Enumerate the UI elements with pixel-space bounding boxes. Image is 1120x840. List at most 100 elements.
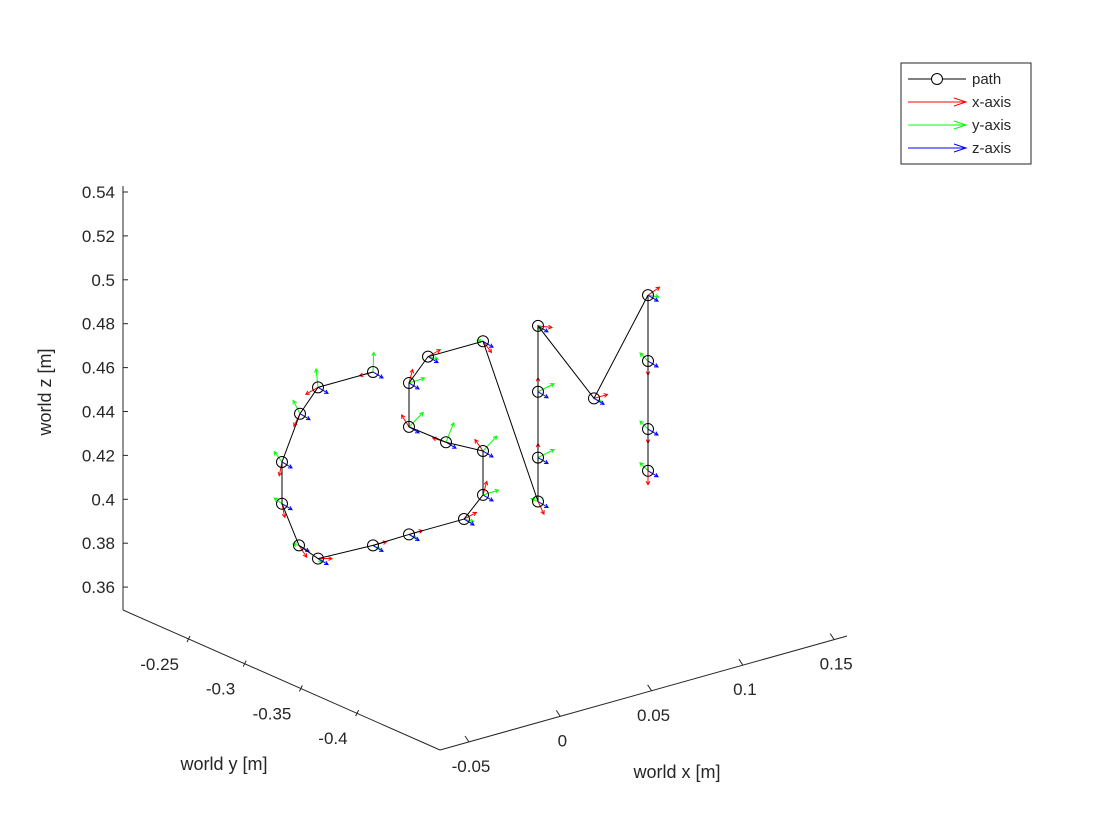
x-axis-arrow [305, 386, 319, 395]
x-tick-label: 0.15 [820, 655, 853, 674]
z-axis-arrow-head [543, 503, 549, 509]
y-axis-arrow [537, 383, 555, 393]
z-axis-arrow-head [653, 431, 659, 436]
z-axis-arrow-head [378, 547, 384, 552]
x-axis-arrow-head [382, 540, 388, 545]
z-axis-arrow-head [488, 453, 494, 458]
x-tick-mark [464, 735, 470, 743]
x-tick-label: 0 [558, 731, 567, 750]
path-point [642, 464, 654, 477]
z-axis-arrow-head [469, 521, 475, 526]
path-line [281, 294, 649, 560]
z-tick-label: 0.5 [91, 271, 115, 290]
z-tick-label: 0.42 [82, 446, 115, 465]
z-axis-arrow-head [378, 374, 384, 379]
z-axis-arrow-head [653, 363, 659, 368]
x-axis-arrow-head [328, 556, 334, 561]
x-axis-arrow [463, 512, 477, 520]
path-point [367, 539, 379, 552]
y-axis-arrow-head [433, 356, 439, 361]
x-axis-arrow-head [281, 513, 287, 519]
z-axis-arrow-head [323, 389, 329, 394]
y-axis-arrow [273, 451, 283, 463]
x-axis-arrow-head [302, 553, 308, 558]
x-axis-arrow-head [548, 324, 553, 330]
z-axis-arrow-head [543, 394, 549, 399]
z-tick-label: 0.46 [82, 359, 115, 378]
y-tick-mark [186, 635, 191, 643]
path-point [403, 528, 415, 541]
x-axis-arrow-head [472, 511, 478, 517]
y-tick-label: -0.35 [253, 704, 292, 723]
path-point [532, 495, 544, 508]
y-axis-arrow-head [420, 376, 426, 382]
path-point [294, 407, 306, 420]
z-axis-arrow-head [488, 343, 494, 348]
x-axis-arrow [298, 545, 308, 558]
z-axis-arrow-head [543, 328, 549, 333]
x-axis-arrow-head [655, 286, 661, 292]
z-axis-arrow-head [414, 385, 420, 390]
y-axis-arrow-head [469, 518, 475, 524]
x-axis-arrow [593, 394, 608, 399]
z-axis-arrow-head [451, 444, 457, 449]
z-tick-label: 0.4 [91, 490, 115, 509]
y-axis-arrow-head [494, 488, 500, 494]
z-tick-label: 0.36 [82, 578, 115, 597]
x-axis-arrow [482, 481, 488, 496]
path-point [422, 350, 434, 363]
z-axis-arrow-head [287, 505, 293, 511]
z-tick-label: 0.48 [82, 315, 115, 334]
x-tick-label: 0.05 [637, 706, 670, 725]
path-point [642, 289, 654, 302]
x-axis-arrow [401, 414, 410, 428]
legend-arrow-head [953, 143, 968, 153]
y-axis-arrow [408, 412, 424, 428]
y-tick-group: -0.25 -0.3 -0.35 -0.4 [140, 635, 360, 748]
y-axis-arrow [273, 497, 283, 505]
path-point [588, 392, 600, 405]
x-tick-mark [555, 710, 561, 717]
y-axis-arrow [408, 377, 425, 384]
legend: path x-axis y-axis z-axis [900, 62, 1032, 165]
y-axis-arrow [315, 368, 319, 388]
x-tick-mark [829, 633, 835, 640]
legend-label: y-axis [972, 117, 1011, 134]
x-axis-arrow-head [474, 438, 479, 444]
legend-label: z-axis [972, 140, 1011, 157]
y-axis-arrow-head [549, 383, 555, 388]
z-axis-arrow-head [543, 459, 549, 465]
z-axis-arrow-head [653, 473, 659, 478]
x-axis-arrow-head [277, 471, 283, 477]
z-tick-label: 0.44 [82, 403, 115, 422]
path-point [293, 539, 305, 552]
x-axis-arrow [474, 439, 484, 452]
axes-frame [122, 186, 848, 751]
z-axis-arrow-head [414, 536, 420, 541]
z-axis-label: world z [m] [35, 348, 55, 436]
y-axis-arrow [482, 489, 499, 496]
y-tick-mark [355, 709, 360, 717]
y-axis-arrow-head [450, 421, 455, 427]
y-axis-arrow-head [314, 367, 319, 373]
z-tick-group: 0.54 0.52 0.5 0.48 0.46 0.44 0.42 0.4 0.38 0.36 [82, 183, 128, 597]
x-axis-arrow-head [540, 510, 545, 516]
y-axis-arrow-head [549, 448, 555, 454]
x-axis-arrow [647, 286, 660, 296]
path-point [276, 497, 288, 510]
y-axis-arrow-head [639, 420, 644, 426]
y-tick-label: -0.4 [318, 729, 347, 748]
path-point [532, 385, 544, 398]
x-axis-arrow-head [304, 390, 310, 395]
path-marker-group [276, 289, 654, 565]
y-tick-mark [298, 685, 303, 692]
y-tick-label: -0.25 [140, 655, 179, 674]
x-tick-mark [647, 684, 653, 692]
y-axis-arrow-head [371, 351, 376, 357]
path-point [642, 355, 654, 368]
path-point [312, 381, 324, 394]
x-axis-arrow-head [487, 348, 493, 354]
path-point [312, 552, 324, 565]
y-axis-arrow [482, 435, 498, 452]
y-axis-arrow-head [492, 435, 498, 441]
